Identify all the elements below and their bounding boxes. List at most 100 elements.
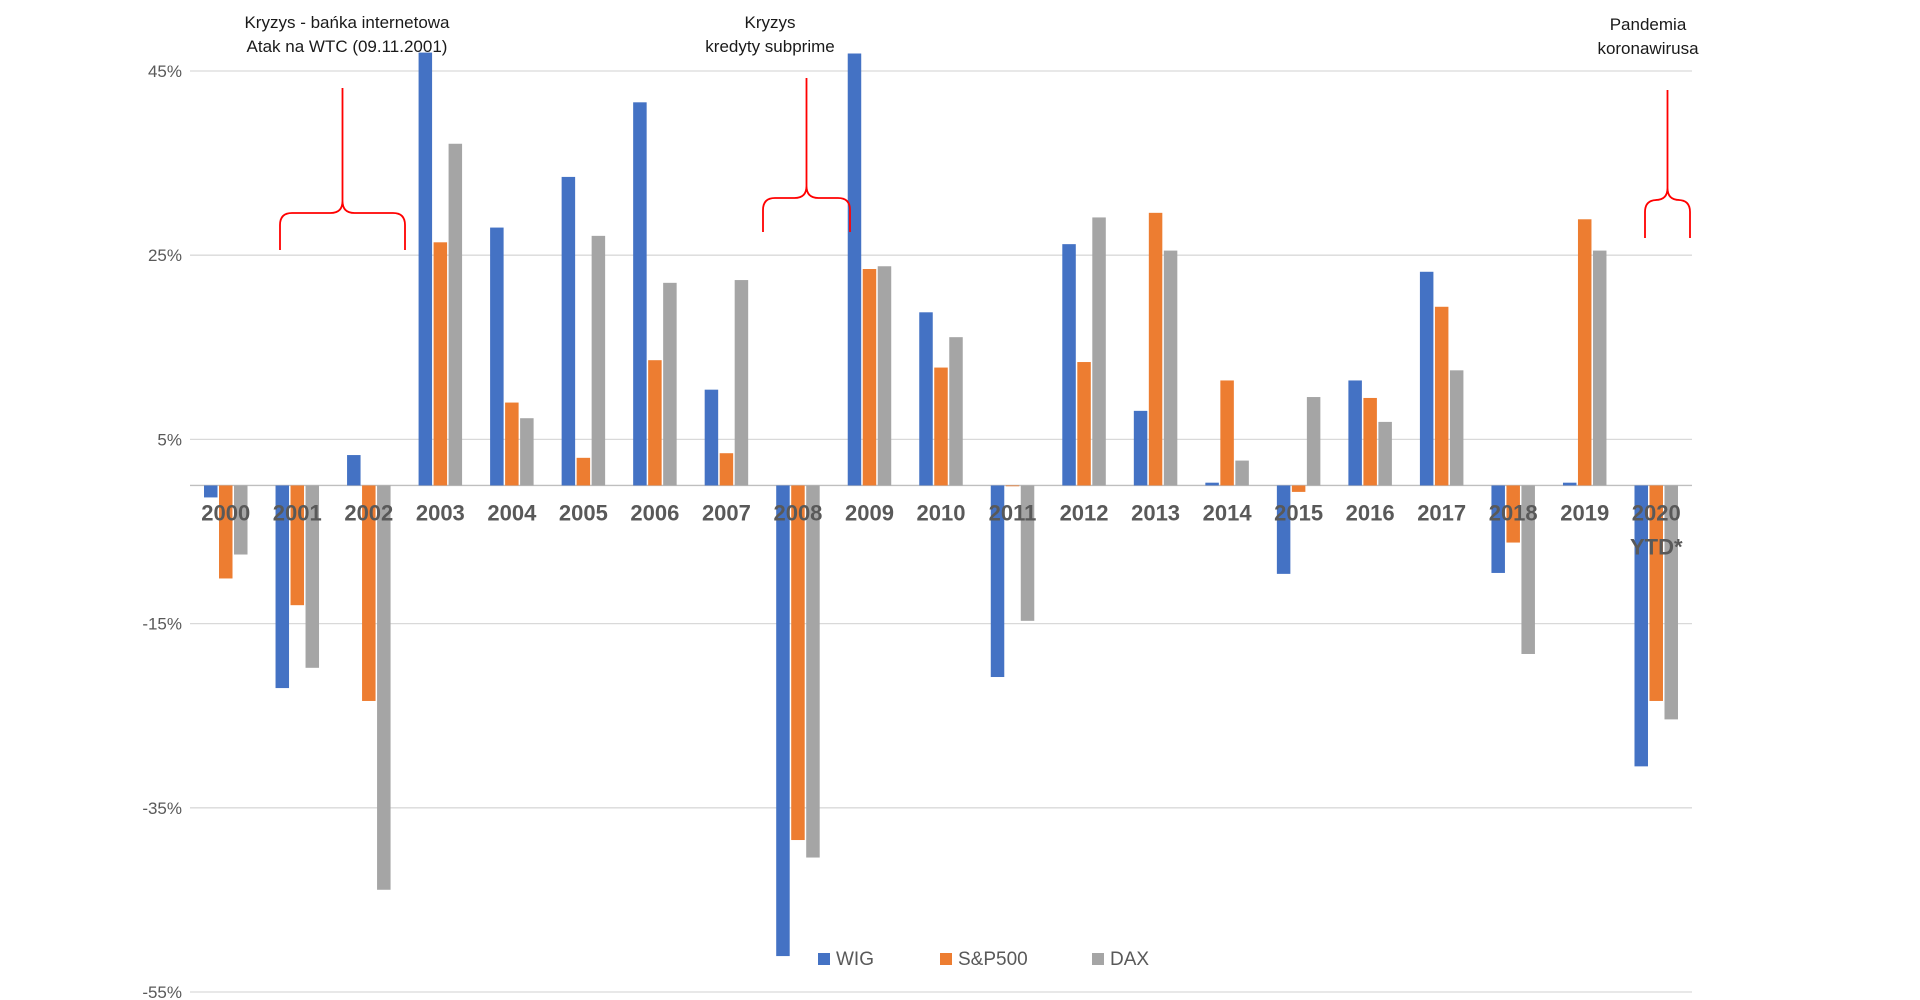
bar-sp500-2014 — [1220, 380, 1234, 486]
legend-item: S&P500 — [940, 949, 1028, 970]
bar-sp500-2018 — [1506, 485, 1520, 543]
legend-item: DAX — [1092, 949, 1149, 970]
bar-sp500-2011 — [1005, 485, 1020, 487]
annotation-text: Kryzys — [745, 13, 796, 32]
annotation-text: Kryzys - bańka internetowa — [244, 13, 450, 32]
bar-dax-2008 — [806, 485, 820, 858]
bar-dax-2019 — [1592, 250, 1607, 486]
bar-wig-2007 — [704, 389, 719, 486]
bar-dax-2009 — [877, 266, 892, 486]
bar-sp500-2002 — [362, 485, 376, 701]
x-tick-label: 2013 — [1131, 500, 1180, 525]
bar-dax-2003 — [448, 143, 463, 486]
x-tick-label: 2011 — [989, 500, 1037, 525]
annotation-text: kredyty subprime — [705, 37, 834, 56]
y-axis-ticks: 45% 25% 5% -15% -35% -55% — [142, 62, 182, 1000]
x-tick-label: 2001 — [273, 500, 322, 525]
bar-wig-2005 — [561, 176, 576, 486]
legend-item: WIG — [818, 949, 874, 970]
bar-wig-2002 — [347, 455, 361, 486]
bar-sp500-2015 — [1291, 485, 1306, 492]
y-tick-label: -15% — [142, 615, 182, 634]
legend-label: WIG — [836, 949, 874, 970]
x-tick-label: 2017 — [1417, 500, 1466, 525]
x-tick-label: 2014 — [1203, 500, 1253, 525]
bar-sp500-2020 — [1649, 485, 1663, 701]
bar-sp500-2004 — [505, 402, 519, 486]
annotation-brace — [762, 78, 851, 232]
bar-wig-2001 — [275, 485, 290, 689]
bar-dax-2018 — [1521, 485, 1535, 654]
bar-wig-2010 — [919, 312, 933, 486]
bar-dax-2000 — [234, 485, 248, 555]
bar-wig-2013 — [1133, 410, 1148, 486]
bar-wig-2006 — [633, 102, 647, 486]
bar-dax-2005 — [591, 235, 606, 486]
bar-wig-2004 — [490, 227, 504, 486]
x-tick-label: 2018 — [1489, 500, 1538, 525]
bar-wig-2018 — [1491, 485, 1505, 573]
legend-label: DAX — [1110, 949, 1149, 970]
bar-sp500-2012 — [1077, 362, 1091, 486]
x-tick-label: 2006 — [630, 500, 679, 525]
annotation-1: Kryzys - bańka internetowa Atak na WTC (0… — [244, 13, 450, 250]
bar-dax-2001 — [305, 485, 320, 668]
bar-sp500-2017 — [1434, 306, 1449, 486]
bar-sp500-2019 — [1577, 219, 1592, 486]
bar-sp500-2009 — [862, 269, 877, 486]
legend-swatch — [1092, 953, 1104, 965]
bar-dax-2015 — [1306, 397, 1321, 486]
annotation-text: Atak na WTC (09.11.2001) — [247, 37, 448, 56]
bar-dax-2014 — [1235, 460, 1249, 486]
x-tick-label: 2020 — [1632, 500, 1681, 525]
bar-wig-2012 — [1062, 244, 1076, 486]
x-tick-label: 2009 — [845, 500, 894, 525]
bar-wig-2000 — [204, 485, 218, 498]
bar-sp500-2003 — [433, 242, 448, 486]
x-tick-label: 2004 — [487, 500, 537, 525]
x-tick-label: 2019 — [1560, 500, 1609, 525]
bar-dax-2012 — [1092, 217, 1106, 486]
legend-label: S&P500 — [958, 949, 1028, 970]
crisis-annotations: Kryzys - bańka internetowa Atak na WTC (0… — [244, 13, 1699, 250]
bar-wig-2014 — [1205, 482, 1219, 486]
x-tick-label: 2007 — [702, 500, 751, 525]
bar-dax-2007 — [734, 280, 749, 486]
bar-sp500-2000 — [219, 485, 233, 579]
bar-dax-2017 — [1449, 370, 1464, 486]
x-tick-label: 2003 — [416, 500, 465, 525]
x-tick-label: 2010 — [917, 500, 966, 525]
bar-wig-2017 — [1419, 271, 1434, 486]
bar-dax-2002 — [377, 485, 391, 890]
x-tick-sublabel: YTD* — [1630, 534, 1683, 559]
bar-wig-2020 — [1634, 485, 1648, 767]
bar-wig-2019 — [1562, 482, 1577, 486]
bar-sp500-2005 — [576, 457, 591, 486]
bar-dax-2013 — [1163, 250, 1178, 486]
y-tick-label: 5% — [157, 430, 182, 449]
bar-wig-2003 — [418, 52, 433, 486]
bar-dax-2016 — [1378, 421, 1392, 486]
bar-sp500-2010 — [934, 367, 948, 486]
x-axis-ticks: 2000 2001 2002 2003 2004 2005 2006 2007 2008 2009… — [201, 500, 1683, 559]
x-tick-label: 2016 — [1346, 500, 1395, 525]
gridlines — [190, 70, 1692, 993]
bar-sp500-2001 — [290, 485, 305, 606]
bar-sp500-2013 — [1148, 212, 1163, 486]
bar-wig-2016 — [1348, 380, 1362, 486]
bar-dax-2020 — [1664, 485, 1678, 720]
annotation-3: Pandemia koronawirusa — [1597, 15, 1699, 238]
annotation-brace — [1644, 90, 1691, 238]
legend-swatch — [818, 953, 830, 965]
legend-swatch — [940, 953, 952, 965]
bar-wig-2015 — [1276, 485, 1291, 574]
annotation-text: koronawirusa — [1597, 39, 1699, 58]
x-tick-label: 2015 — [1274, 500, 1323, 525]
bar-sp500-2007 — [719, 453, 734, 486]
x-tick-label: 2012 — [1060, 500, 1109, 525]
y-tick-label: -55% — [142, 983, 182, 1000]
bar-wig-2009 — [847, 53, 862, 486]
legend: WIG S&P500 DAX — [818, 949, 1149, 970]
bar-dax-2010 — [949, 337, 963, 486]
